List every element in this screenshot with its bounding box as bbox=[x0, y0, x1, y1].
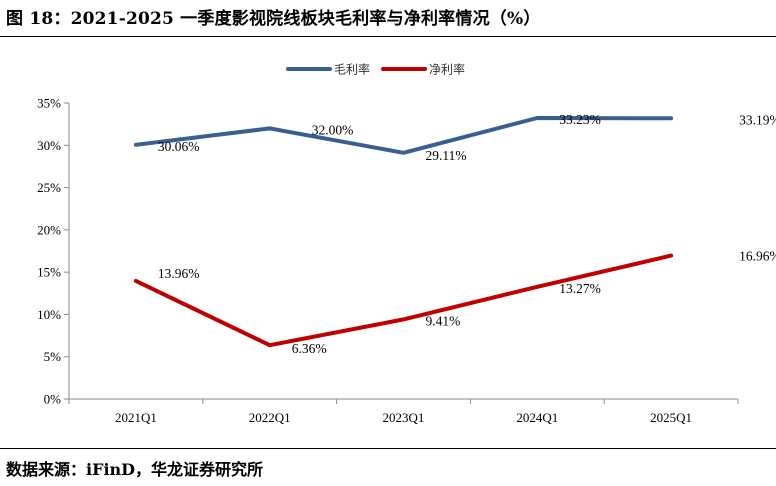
data-source: 数据来源：iFinD，华龙证券研究所 bbox=[6, 460, 264, 479]
x-tick-label: 2021Q1 bbox=[115, 410, 157, 425]
legend-label: 毛利率 bbox=[334, 62, 370, 77]
y-tick-label: 30% bbox=[37, 138, 61, 153]
data-label: 30.06% bbox=[158, 139, 200, 154]
chart-axes: 0% 5% 10% 15% 20% 25% 30% 35% 2021Q1 2022Q1 2023Q1… bbox=[37, 96, 739, 425]
y-tick-label: 15% bbox=[37, 265, 61, 280]
title-rule bbox=[0, 36, 776, 37]
data-label: 32.00% bbox=[312, 122, 354, 137]
legend-label: 净利率 bbox=[429, 62, 465, 77]
x-tick-label: 2022Q1 bbox=[249, 410, 291, 425]
data-labels: 30.06% 32.00% 29.11% 33.23% 33.19% 13.96% 6.36… bbox=[158, 112, 776, 356]
y-tick-label: 20% bbox=[37, 222, 61, 237]
series-layer bbox=[133, 116, 674, 348]
x-tick-label: 2024Q1 bbox=[516, 410, 558, 425]
series-line-1 bbox=[133, 116, 674, 155]
data-label: 29.11% bbox=[426, 148, 467, 163]
figure-title: 图 18：2021-2025 一季度影视院线板块毛利率与净利率情况（%） bbox=[6, 9, 541, 29]
data-label: 6.36% bbox=[292, 341, 327, 356]
x-tick-label: 2025Q1 bbox=[650, 410, 692, 425]
series-line-2 bbox=[133, 253, 674, 348]
data-label: 33.23% bbox=[559, 112, 601, 127]
y-tick-label: 5% bbox=[44, 349, 62, 364]
data-label: 16.96% bbox=[739, 249, 776, 264]
x-tick-label: 2023Q1 bbox=[383, 410, 425, 425]
y-tick-label: 25% bbox=[37, 180, 61, 195]
y-tick-label: 0% bbox=[44, 392, 62, 407]
source-rule bbox=[0, 448, 776, 449]
data-label: 33.19% bbox=[739, 112, 776, 127]
data-label: 13.27% bbox=[559, 281, 601, 296]
y-tick-label: 10% bbox=[37, 307, 61, 322]
chart-legend: 毛利率 净利率 bbox=[286, 62, 465, 77]
line-chart: 毛利率 净利率 0% 5% 10% 15% 20% 25% 30% 35% 2021Q1 2022Q… bbox=[37, 62, 776, 426]
data-label: 13.96% bbox=[158, 266, 200, 281]
data-label: 9.41% bbox=[426, 313, 461, 328]
y-tick-label: 35% bbox=[37, 96, 61, 111]
